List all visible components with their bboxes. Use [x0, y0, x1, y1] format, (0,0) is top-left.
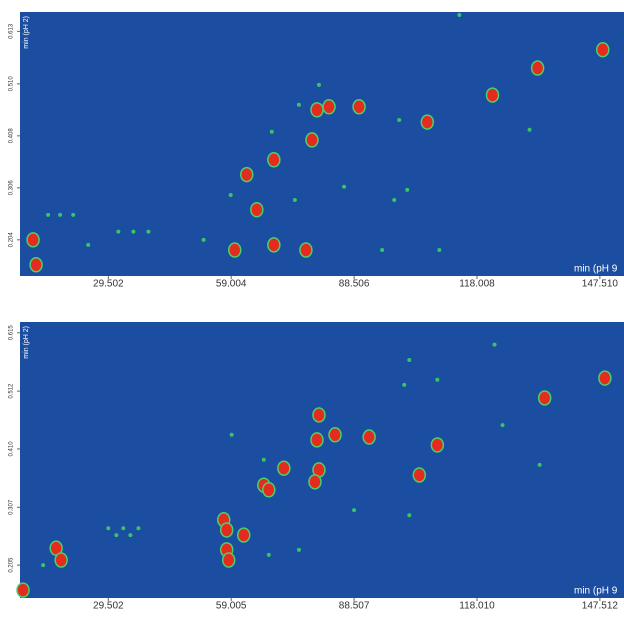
x-tick-label: 147.512: [582, 601, 619, 612]
spot: [128, 533, 133, 538]
spot: [596, 41, 610, 58]
spot: [305, 132, 319, 148]
spot: [352, 508, 357, 513]
spot: [407, 357, 412, 362]
spot: [457, 13, 462, 18]
spot: [352, 99, 366, 115]
spot: [380, 248, 385, 253]
spot: [492, 342, 497, 347]
spot: [296, 102, 301, 107]
spot: [397, 118, 402, 123]
x-axis-title: min (pH 9: [574, 264, 618, 275]
spot: [106, 526, 111, 531]
spot: [267, 152, 281, 168]
spot: [54, 552, 68, 568]
spot: [262, 482, 276, 498]
spot: [485, 87, 500, 103]
x-tick-label: 29.502: [93, 279, 124, 290]
spot: [500, 423, 505, 428]
spot: [46, 212, 51, 217]
x-tick-label: 88.507: [339, 601, 370, 612]
spot: [131, 229, 136, 234]
spot: [405, 187, 410, 192]
x-tick-label: 118.008: [459, 279, 495, 290]
spot: [228, 192, 233, 197]
spot: [296, 547, 301, 552]
spot: [229, 432, 234, 437]
spot: [227, 242, 242, 258]
plot-area: [20, 322, 624, 598]
spot: [362, 429, 376, 445]
spot: [316, 82, 321, 87]
spot: [430, 437, 445, 453]
spot: [269, 129, 274, 134]
y-tick-label: 0.408: [9, 128, 15, 144]
spot: [299, 242, 313, 258]
spot: [221, 552, 236, 568]
spot: [527, 127, 532, 132]
spot: [308, 474, 322, 490]
spot: [312, 407, 326, 423]
spot: [29, 257, 43, 273]
spot: [310, 432, 324, 448]
spot: [261, 457, 266, 462]
spot: [239, 166, 254, 183]
spot: [292, 198, 297, 203]
spot: [71, 212, 76, 217]
spot: [537, 462, 542, 467]
y-tick-label: 0.613: [9, 23, 15, 39]
y-axis-title: min (pH 2): [23, 16, 30, 49]
x-tick-label: 118.010: [459, 601, 495, 612]
spot: [537, 390, 552, 406]
spot: [437, 248, 442, 253]
spot: [277, 460, 291, 476]
y-tick-label: 0.510: [9, 76, 15, 92]
spot: [310, 102, 324, 118]
spot: [121, 526, 126, 531]
y-tick-label: 0.307: [9, 499, 15, 515]
y-tick-label: 0.410: [9, 441, 15, 457]
y-tick-label: 0.615: [9, 325, 15, 341]
spot: [342, 184, 347, 189]
spot: [26, 232, 40, 248]
spot: [250, 201, 264, 218]
x-tick-label: 147.510: [582, 279, 619, 290]
y-tick-label: 0.204: [9, 232, 15, 248]
spot: [86, 242, 91, 247]
spot: [402, 382, 407, 387]
spot: [58, 212, 63, 217]
spot: [435, 377, 440, 382]
spot: [16, 582, 30, 598]
spot: [420, 114, 435, 130]
y-tick-label: 0.205: [9, 557, 15, 573]
spot: [530, 60, 545, 76]
spot: [267, 237, 281, 253]
spot: [412, 467, 427, 483]
spot: [598, 370, 612, 386]
x-tick-label: 59.004: [216, 279, 247, 290]
spot: [136, 526, 141, 531]
y-tick-label: 0.512: [9, 383, 15, 399]
spot: [322, 99, 336, 115]
spot: [41, 563, 46, 568]
spot: [201, 237, 206, 242]
spot: [219, 522, 234, 538]
spot: [328, 427, 342, 443]
spot: [407, 513, 412, 518]
plot-area: [20, 12, 624, 276]
y-axis-title: min (pH 2): [23, 326, 30, 359]
y-tick-label: 0.306: [9, 180, 15, 196]
x-axis-title: min (pH 9: [574, 586, 618, 597]
x-tick-label: 59.005: [216, 601, 247, 612]
x-tick-label: 88.506: [339, 279, 370, 290]
spot: [392, 198, 397, 203]
spot: [146, 229, 151, 234]
spot: [114, 533, 119, 538]
x-tick-label: 29.502: [93, 601, 124, 612]
spot: [236, 527, 251, 543]
spot: [116, 229, 121, 234]
spot: [266, 552, 271, 557]
